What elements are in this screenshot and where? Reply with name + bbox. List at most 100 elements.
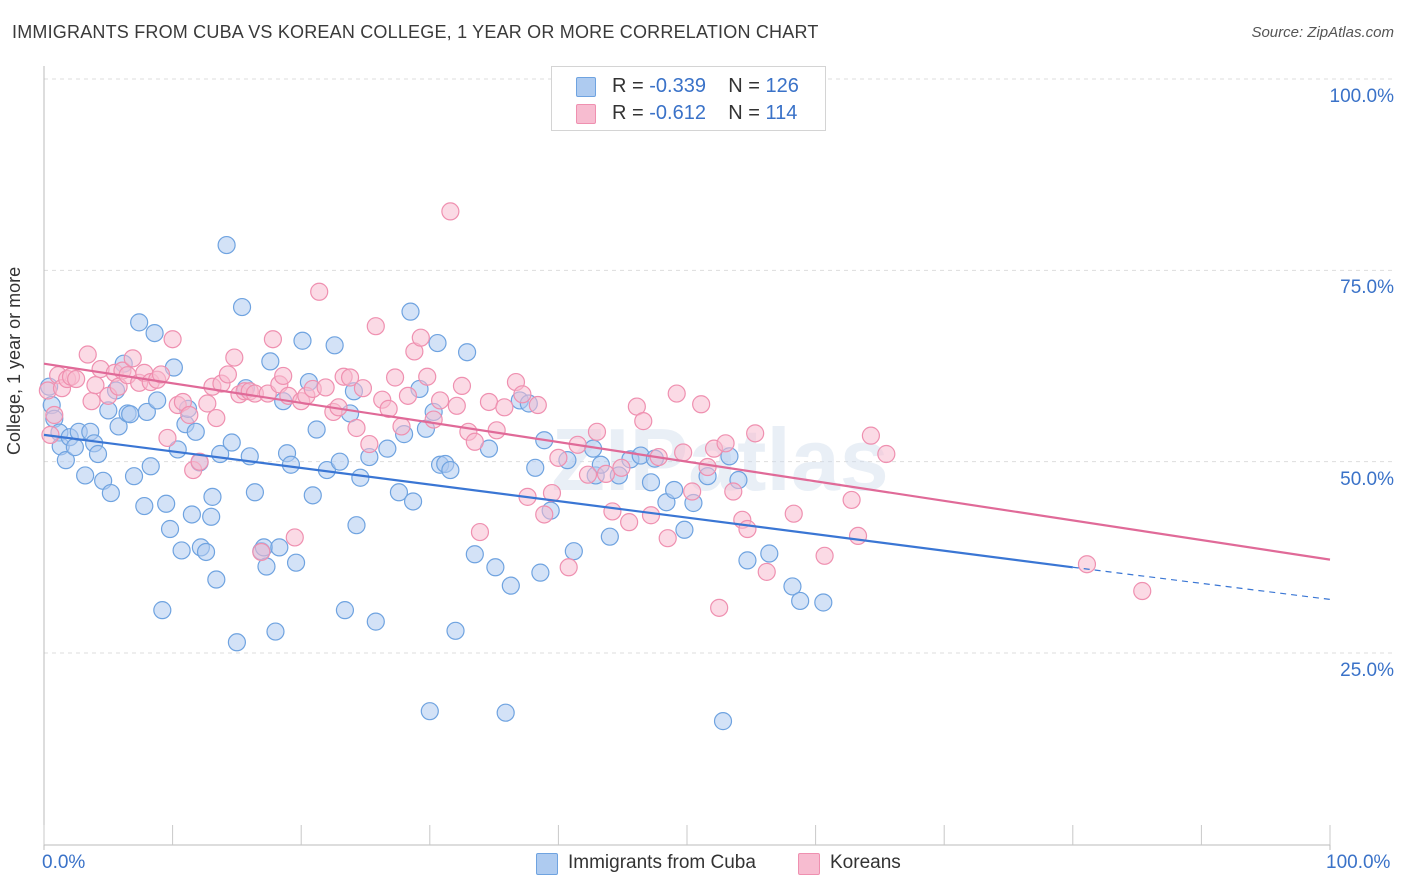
point-korean <box>784 504 803 523</box>
bottom-legend-label-koreans: Koreans <box>830 852 901 873</box>
point-korean <box>86 376 105 395</box>
point-korean <box>495 398 514 417</box>
point-cuba <box>76 466 95 485</box>
point-korean <box>470 522 490 542</box>
point-korean <box>353 379 373 398</box>
point-cuba <box>420 702 439 721</box>
trend-lines <box>43 362 1331 601</box>
point-korean <box>198 394 217 413</box>
point-korean <box>424 410 443 429</box>
point-korean <box>67 369 86 389</box>
bottom-legend-swatch-koreans <box>798 853 820 875</box>
point-korean <box>683 482 702 501</box>
point-cuba <box>227 633 246 652</box>
point-cuba <box>141 457 160 476</box>
point-cuba <box>153 601 172 620</box>
point-cuba <box>441 460 460 480</box>
bottom-legend-swatch-cuba <box>536 853 558 875</box>
point-korean <box>366 317 385 336</box>
point-korean <box>842 490 861 510</box>
point-cuba <box>457 343 477 362</box>
point-korean <box>123 349 142 368</box>
point-korean <box>1133 581 1152 601</box>
point-korean <box>578 465 598 484</box>
point-cuba <box>196 542 216 562</box>
chart-title: IMMIGRANTS FROM CUBA VS KOREAN COLLEGE, … <box>12 22 819 42</box>
point-korean <box>392 417 411 436</box>
point-korean <box>411 328 430 347</box>
point-korean <box>674 443 693 462</box>
point-cuba <box>351 468 370 487</box>
point-korean <box>180 405 199 425</box>
gridlines <box>44 78 1394 654</box>
point-korean <box>861 426 880 445</box>
point-cuba <box>203 487 222 506</box>
point-cuba <box>791 591 810 611</box>
point-cuba <box>182 505 201 524</box>
point-korean <box>549 448 568 467</box>
point-korean <box>1077 555 1097 574</box>
point-cuba <box>465 545 484 564</box>
point-korean <box>441 202 460 221</box>
point-cuba <box>160 519 180 539</box>
point-cuba <box>486 558 505 577</box>
point-cuba <box>148 391 167 410</box>
legend: R = -0.339 N = 126 R = -0.612 N = 114 <box>551 66 826 131</box>
point-cuba <box>564 542 583 561</box>
point-cuba <box>137 402 156 422</box>
point-korean <box>285 528 304 547</box>
point-korean <box>641 506 661 525</box>
point-korean <box>815 546 834 565</box>
point-korean <box>710 598 729 617</box>
point-cuba <box>496 703 515 722</box>
point-cuba <box>186 422 205 441</box>
point-cuba <box>261 352 280 371</box>
point-korean <box>724 482 743 501</box>
point-korean <box>465 432 484 451</box>
point-cuba <box>293 331 312 350</box>
point-korean <box>78 345 97 364</box>
point-korean <box>848 526 868 546</box>
point-korean <box>263 330 283 349</box>
point-korean <box>716 434 735 453</box>
point-cuba <box>124 467 144 486</box>
point-cuba <box>378 439 397 458</box>
point-cuba <box>531 563 550 582</box>
point-korean <box>634 412 653 431</box>
x-tick-label-max: 100.0% <box>1326 852 1391 873</box>
point-cuba <box>172 541 191 560</box>
legend-n-value: 126 <box>765 75 799 97</box>
point-korean <box>316 378 335 397</box>
point-cuba <box>814 593 833 612</box>
point-cuba <box>641 473 661 492</box>
axes <box>43 66 1331 850</box>
point-cuba <box>245 483 265 502</box>
y-axis-label: College, 1 year or more <box>4 266 24 455</box>
legend-n-label: N = <box>728 102 760 124</box>
trend-line-cuba <box>43 433 1073 569</box>
y-tick-label: 100.0% <box>1329 86 1394 107</box>
source-label: Source: ZipAtlas.com <box>1251 24 1394 41</box>
point-korean <box>360 434 379 454</box>
point-korean <box>757 562 776 581</box>
point-korean <box>620 513 639 532</box>
point-cuba <box>428 333 447 353</box>
point-cuba <box>145 323 164 343</box>
point-korean <box>877 444 896 464</box>
point-cuba <box>157 494 176 513</box>
point-cuba <box>88 444 108 464</box>
point-cuba <box>222 433 241 452</box>
point-cuba <box>121 405 140 424</box>
point-cuba <box>783 577 802 596</box>
point-korean <box>190 452 209 471</box>
point-korean <box>379 399 398 418</box>
point-korean <box>587 422 607 441</box>
point-korean <box>603 502 622 521</box>
point-cuba <box>403 492 423 511</box>
point-korean <box>347 418 366 438</box>
legend-swatch-koreans <box>576 104 596 124</box>
point-korean <box>658 529 677 548</box>
point-cuba <box>713 712 733 731</box>
y-tick-label: 75.0% <box>1340 277 1394 299</box>
